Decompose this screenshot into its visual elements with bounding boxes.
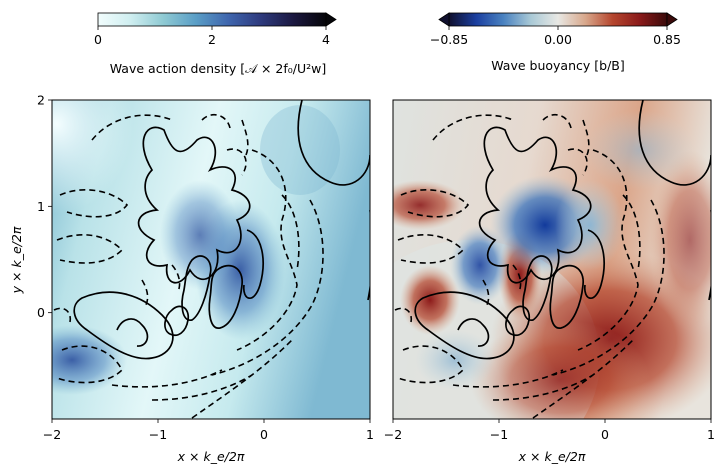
panel-left-ytick-label-1: 1 (37, 199, 45, 214)
panel-left-xtick-label-1: −1 (149, 427, 167, 442)
panel-left-xlabel: x × k_e/2π (177, 449, 245, 464)
colorbar-right-label: Wave buoyancy [b/B] (491, 58, 624, 73)
colorbar-left: 0 2 4 Wave action density [𝒜 × 2f₀/U²w] (94, 12, 337, 76)
colorbar-right-tick-label-1: 0.00 (544, 32, 572, 47)
colorbar-right-ticks: −0.85 0.00 0.85 (430, 26, 681, 47)
panel-right-xtick-label-1: −1 (490, 427, 508, 442)
panel-right-xlabel: x × k_e/2π (518, 449, 586, 464)
panel-left-ytick-label-0: 0 (37, 305, 45, 320)
colorbar-left-tick-label-2: 4 (322, 32, 330, 47)
colorbar-right: −0.85 0.00 0.85 Wave buoyancy [b/B] (430, 12, 681, 73)
panel-left-xtick-label-0: −2 (43, 427, 61, 442)
colorbar-right-extend-arrow-low (438, 12, 450, 27)
panel-left-ytick-label-2: 2 (37, 93, 45, 108)
panel-right-axes: −2 −1 0 1 (384, 419, 715, 442)
panel-left-frame (51, 99, 371, 420)
colorbar-left-extend-arrow (325, 12, 337, 27)
colorbar-right-gradient (448, 12, 668, 27)
panel-right-xtick-label-3: 1 (707, 427, 715, 442)
panel-right-frame (392, 99, 712, 420)
colorbar-left-label: Wave action density [𝒜 × 2f₀/U²w] (110, 61, 327, 76)
colorbar-left-gradient (97, 12, 327, 27)
panel-right: −2 −1 0 1 x × k_e/2π (384, 99, 715, 464)
panel-right-xtick-label-2: 0 (601, 427, 609, 442)
colorbar-left-tick-label-0: 0 (94, 32, 102, 47)
panel-left-ylabel: y × k_e/2π (9, 226, 24, 294)
colorbar-left-tick-label-1: 2 (208, 32, 216, 47)
colorbar-right-tick-label-2: 0.85 (653, 32, 681, 47)
colorbar-right-tick-label-0: −0.85 (430, 32, 468, 47)
colorbar-right-extend-arrow-high (666, 12, 678, 27)
colorbar-left-ticks: 0 2 4 (94, 26, 330, 47)
panel-right-xtick-label-0: −2 (384, 427, 402, 442)
panel-right-field (393, 100, 711, 419)
panel-left-xtick-label-2: 0 (260, 427, 268, 442)
panel-left-xtick-label-3: 1 (366, 427, 374, 442)
panel-left-axes: −2 −1 0 1 0 1 2 (37, 93, 374, 443)
panel-left-field (52, 100, 370, 419)
panel-left: −2 −1 0 1 0 1 2 x × k_e/2π y × k_e/2π (9, 93, 374, 465)
